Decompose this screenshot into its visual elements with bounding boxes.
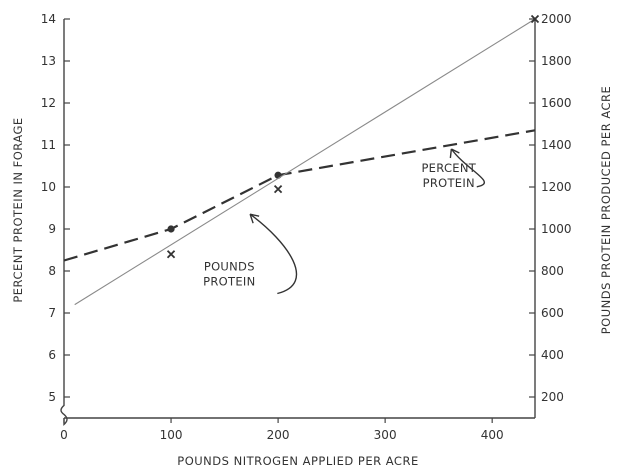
axes: 0 100 200 300 400 5 6 7 8 9 10 11 12 13 14 200 400 600 800…: [41, 12, 572, 442]
y-right-tick-label: 1800: [541, 54, 572, 68]
y-right-tick-label: 1400: [541, 138, 572, 152]
annotation-arrowhead: [249, 213, 260, 224]
x-tick-label: 100: [160, 428, 183, 442]
annotation-label: PROTEIN: [203, 275, 255, 289]
series-layer: [63, 14, 540, 306]
y-right-tick-label: 400: [541, 348, 564, 362]
y-left-tick-label: 11: [41, 138, 56, 152]
y-axis-left-title: PERCENT PROTEIN IN FORAGE: [11, 117, 25, 302]
y-right-tick-label: 1200: [541, 180, 572, 194]
y-right-tick-label: 800: [541, 264, 564, 278]
y-right-tick-label: 600: [541, 306, 564, 320]
data-point-circle: [167, 225, 175, 233]
annotation-leader: [249, 213, 298, 295]
y-right-tick-label: 200: [541, 390, 564, 404]
x-tick-label: 300: [374, 428, 397, 442]
annotation-label: PROTEIN: [423, 176, 475, 190]
series-line-percent-protein: [63, 129, 536, 262]
annotation-leader: [450, 148, 485, 188]
y-left-tick-label: 13: [41, 54, 56, 68]
y-right-tick-label: 1600: [541, 96, 572, 110]
x-tick-label: 0: [60, 428, 68, 442]
x-tick-label: 400: [481, 428, 504, 442]
series-line-pounds-protein: [74, 18, 536, 306]
data-point-x: [530, 14, 540, 24]
data-point-x: [166, 250, 176, 259]
y-left-tick-label: 6: [48, 348, 56, 362]
y-right-tick-label: 2000: [541, 12, 572, 26]
y-axis-left-line: [60, 19, 68, 426]
y-left-tick-label: 12: [41, 96, 56, 110]
y-right-tick-label: 1000: [541, 222, 572, 236]
annotation-arrowhead: [449, 148, 460, 159]
y-left-tick-label: 5: [48, 390, 56, 404]
annotation-label: POUNDS: [204, 260, 255, 274]
y-left-tick-label: 10: [41, 180, 56, 194]
y-left-tick-label: 14: [41, 12, 56, 26]
y-left-tick-label: 9: [48, 222, 56, 236]
y-left-tick-label: 7: [48, 306, 56, 320]
data-point-x: [273, 184, 283, 194]
x-tick-label: 200: [267, 428, 290, 442]
y-axis-right-title: POUNDS PROTEIN PRODUCED PER ACRE: [599, 86, 613, 335]
annotation-label: PERCENT: [421, 161, 476, 175]
x-axis-title: POUNDS NITROGEN APPLIED PER ACRE: [177, 454, 418, 468]
y-left-tick-label: 8: [48, 264, 56, 278]
